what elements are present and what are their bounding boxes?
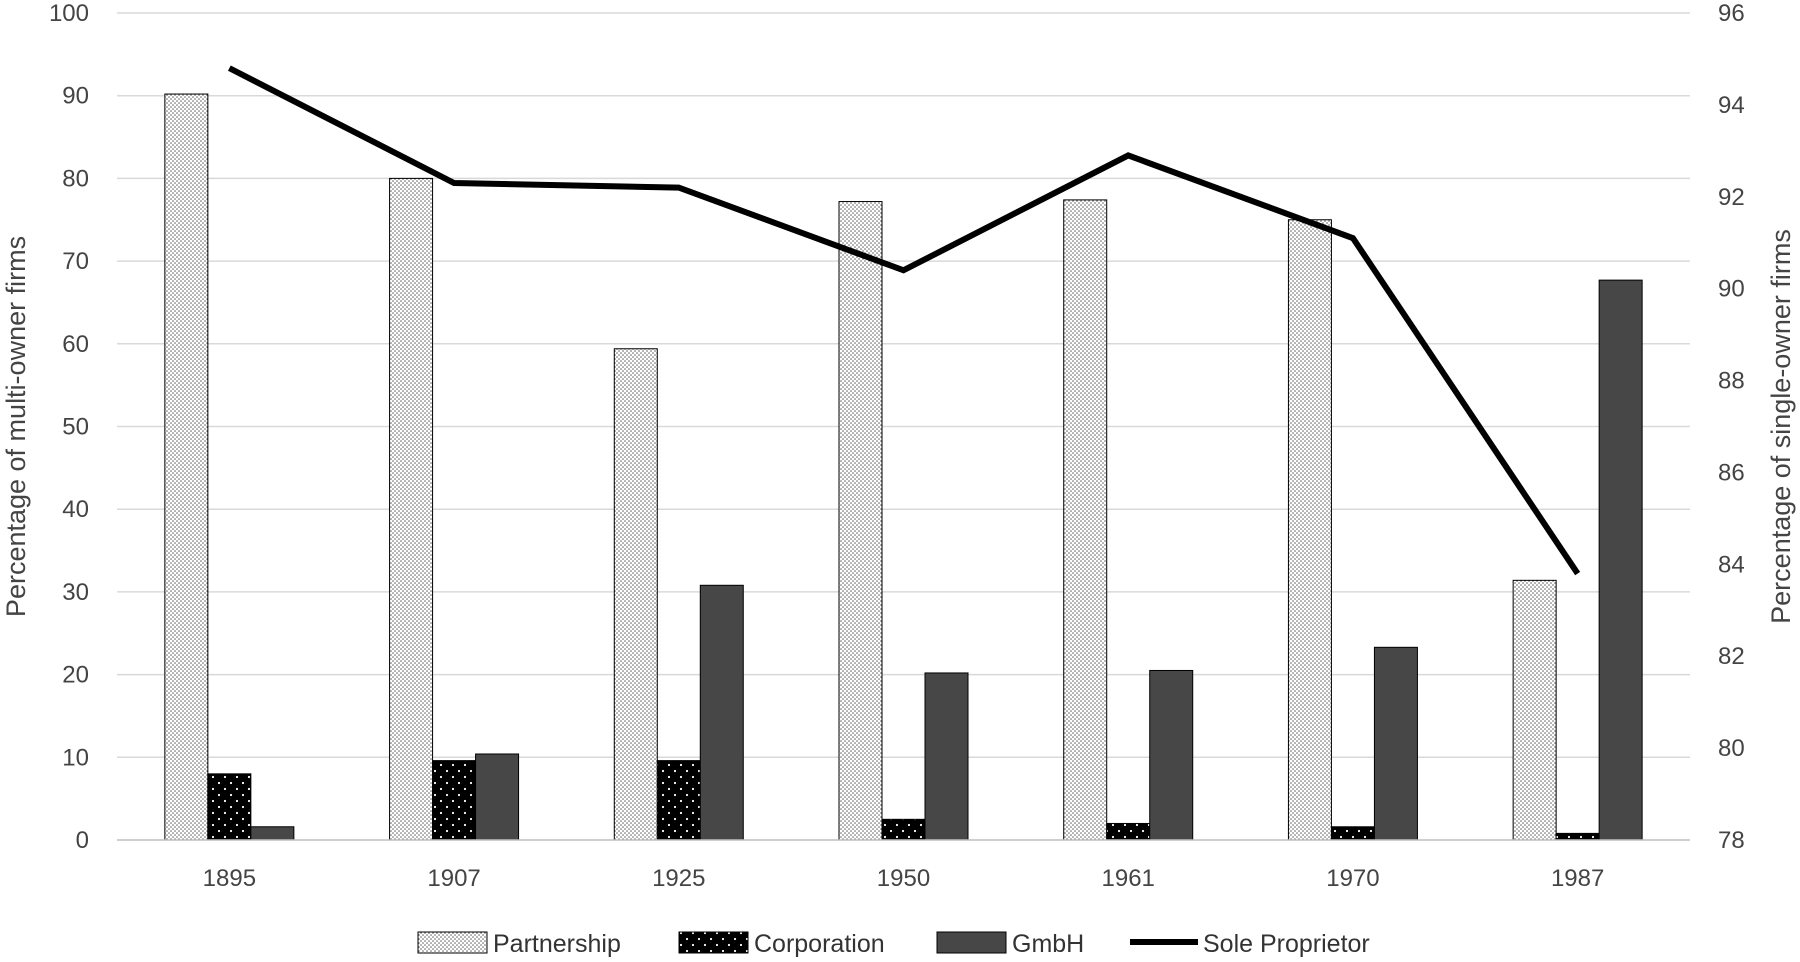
y-tick-label-left: 60 (62, 331, 89, 358)
axes: 0 10 20 30 40 50 60 70 80 90 100 78 80 82 84 86 88 90 92 94… (1, 0, 1796, 892)
y-tick-label-left: 40 (62, 496, 89, 523)
bar-partnership (613, 348, 658, 841)
y-tick-label-right: 84 (1718, 551, 1745, 578)
bar-corporation (1106, 822, 1151, 841)
bar-corporation (1330, 826, 1375, 841)
bar-partnership (838, 201, 883, 841)
bar-partnership (1287, 219, 1332, 841)
bar-corporation (656, 760, 701, 841)
x-tick-label: 1950 (877, 865, 930, 892)
bar-corporation (207, 773, 252, 841)
sole-proprietor-line-layer (227, 65, 1581, 576)
y-tick-label-right: 90 (1718, 276, 1745, 303)
y-tick-label-right: 78 (1718, 827, 1745, 854)
bars (164, 93, 1643, 841)
legend-label-corporation: Corporation (754, 930, 885, 958)
bar-gmbh (250, 826, 295, 841)
y-tick-label-right: 80 (1718, 735, 1745, 762)
y-tick-label-left: 30 (62, 579, 89, 606)
bar-corporation (881, 818, 926, 841)
bar-gmbh (1373, 646, 1418, 841)
y-tick-label-right: 86 (1718, 459, 1745, 486)
y-tick-label-left: 50 (62, 414, 89, 441)
bar-partnership (1512, 579, 1557, 841)
y-tick-label-left: 20 (62, 662, 89, 689)
bar-corporation (1555, 832, 1600, 841)
x-tick-label: 1895 (203, 865, 256, 892)
legend-swatch-corporation (678, 931, 749, 954)
y-tick-label-right: 94 (1718, 92, 1745, 119)
y-tick-label-left: 100 (49, 0, 89, 27)
gridlines (117, 12, 1690, 759)
y-tick-label-right: 96 (1718, 0, 1745, 27)
bar-gmbh (924, 672, 969, 841)
y-axis-title-right: Percentage of single-owner firms (1766, 229, 1796, 624)
y-tick-label-left: 80 (62, 165, 89, 192)
x-tick-label: 1961 (1102, 865, 1155, 892)
legend-label-sole-proprietor: Sole Proprietor (1203, 930, 1370, 958)
legend-label-gmbh: GmbH (1012, 930, 1084, 958)
x-tick-label: 1987 (1551, 865, 1604, 892)
x-tick-label: 1970 (1326, 865, 1379, 892)
x-tick-label: 1925 (652, 865, 705, 892)
x-tick-label: 1907 (427, 865, 480, 892)
legend-swatch-partnership (417, 931, 488, 954)
bar-partnership (1063, 199, 1108, 841)
bar-corporation (432, 760, 477, 841)
bar-gmbh (1598, 279, 1643, 841)
y-tick-label-right: 88 (1718, 368, 1745, 395)
bar-partnership (164, 93, 209, 841)
legend-label-partnership: Partnership (493, 930, 621, 958)
y-tick-label-left: 70 (62, 248, 89, 275)
y-axis-title-left: Percentage of multi-owner firms (1, 236, 31, 617)
legend: Partnership Corporation GmbH Sole Proprieto… (417, 930, 1370, 958)
bar-partnership (389, 177, 434, 841)
bar-gmbh (475, 753, 520, 841)
y-tick-label-left: 10 (62, 744, 89, 771)
y-tick-label-right: 92 (1718, 184, 1745, 211)
y-tick-label-left: 0 (76, 827, 89, 854)
bar-gmbh (1149, 669, 1194, 841)
legend-swatch-gmbh (936, 931, 1007, 954)
y-tick-label-right: 82 (1718, 643, 1745, 670)
bar-gmbh (699, 584, 744, 841)
y-tick-label-left: 90 (62, 83, 89, 110)
